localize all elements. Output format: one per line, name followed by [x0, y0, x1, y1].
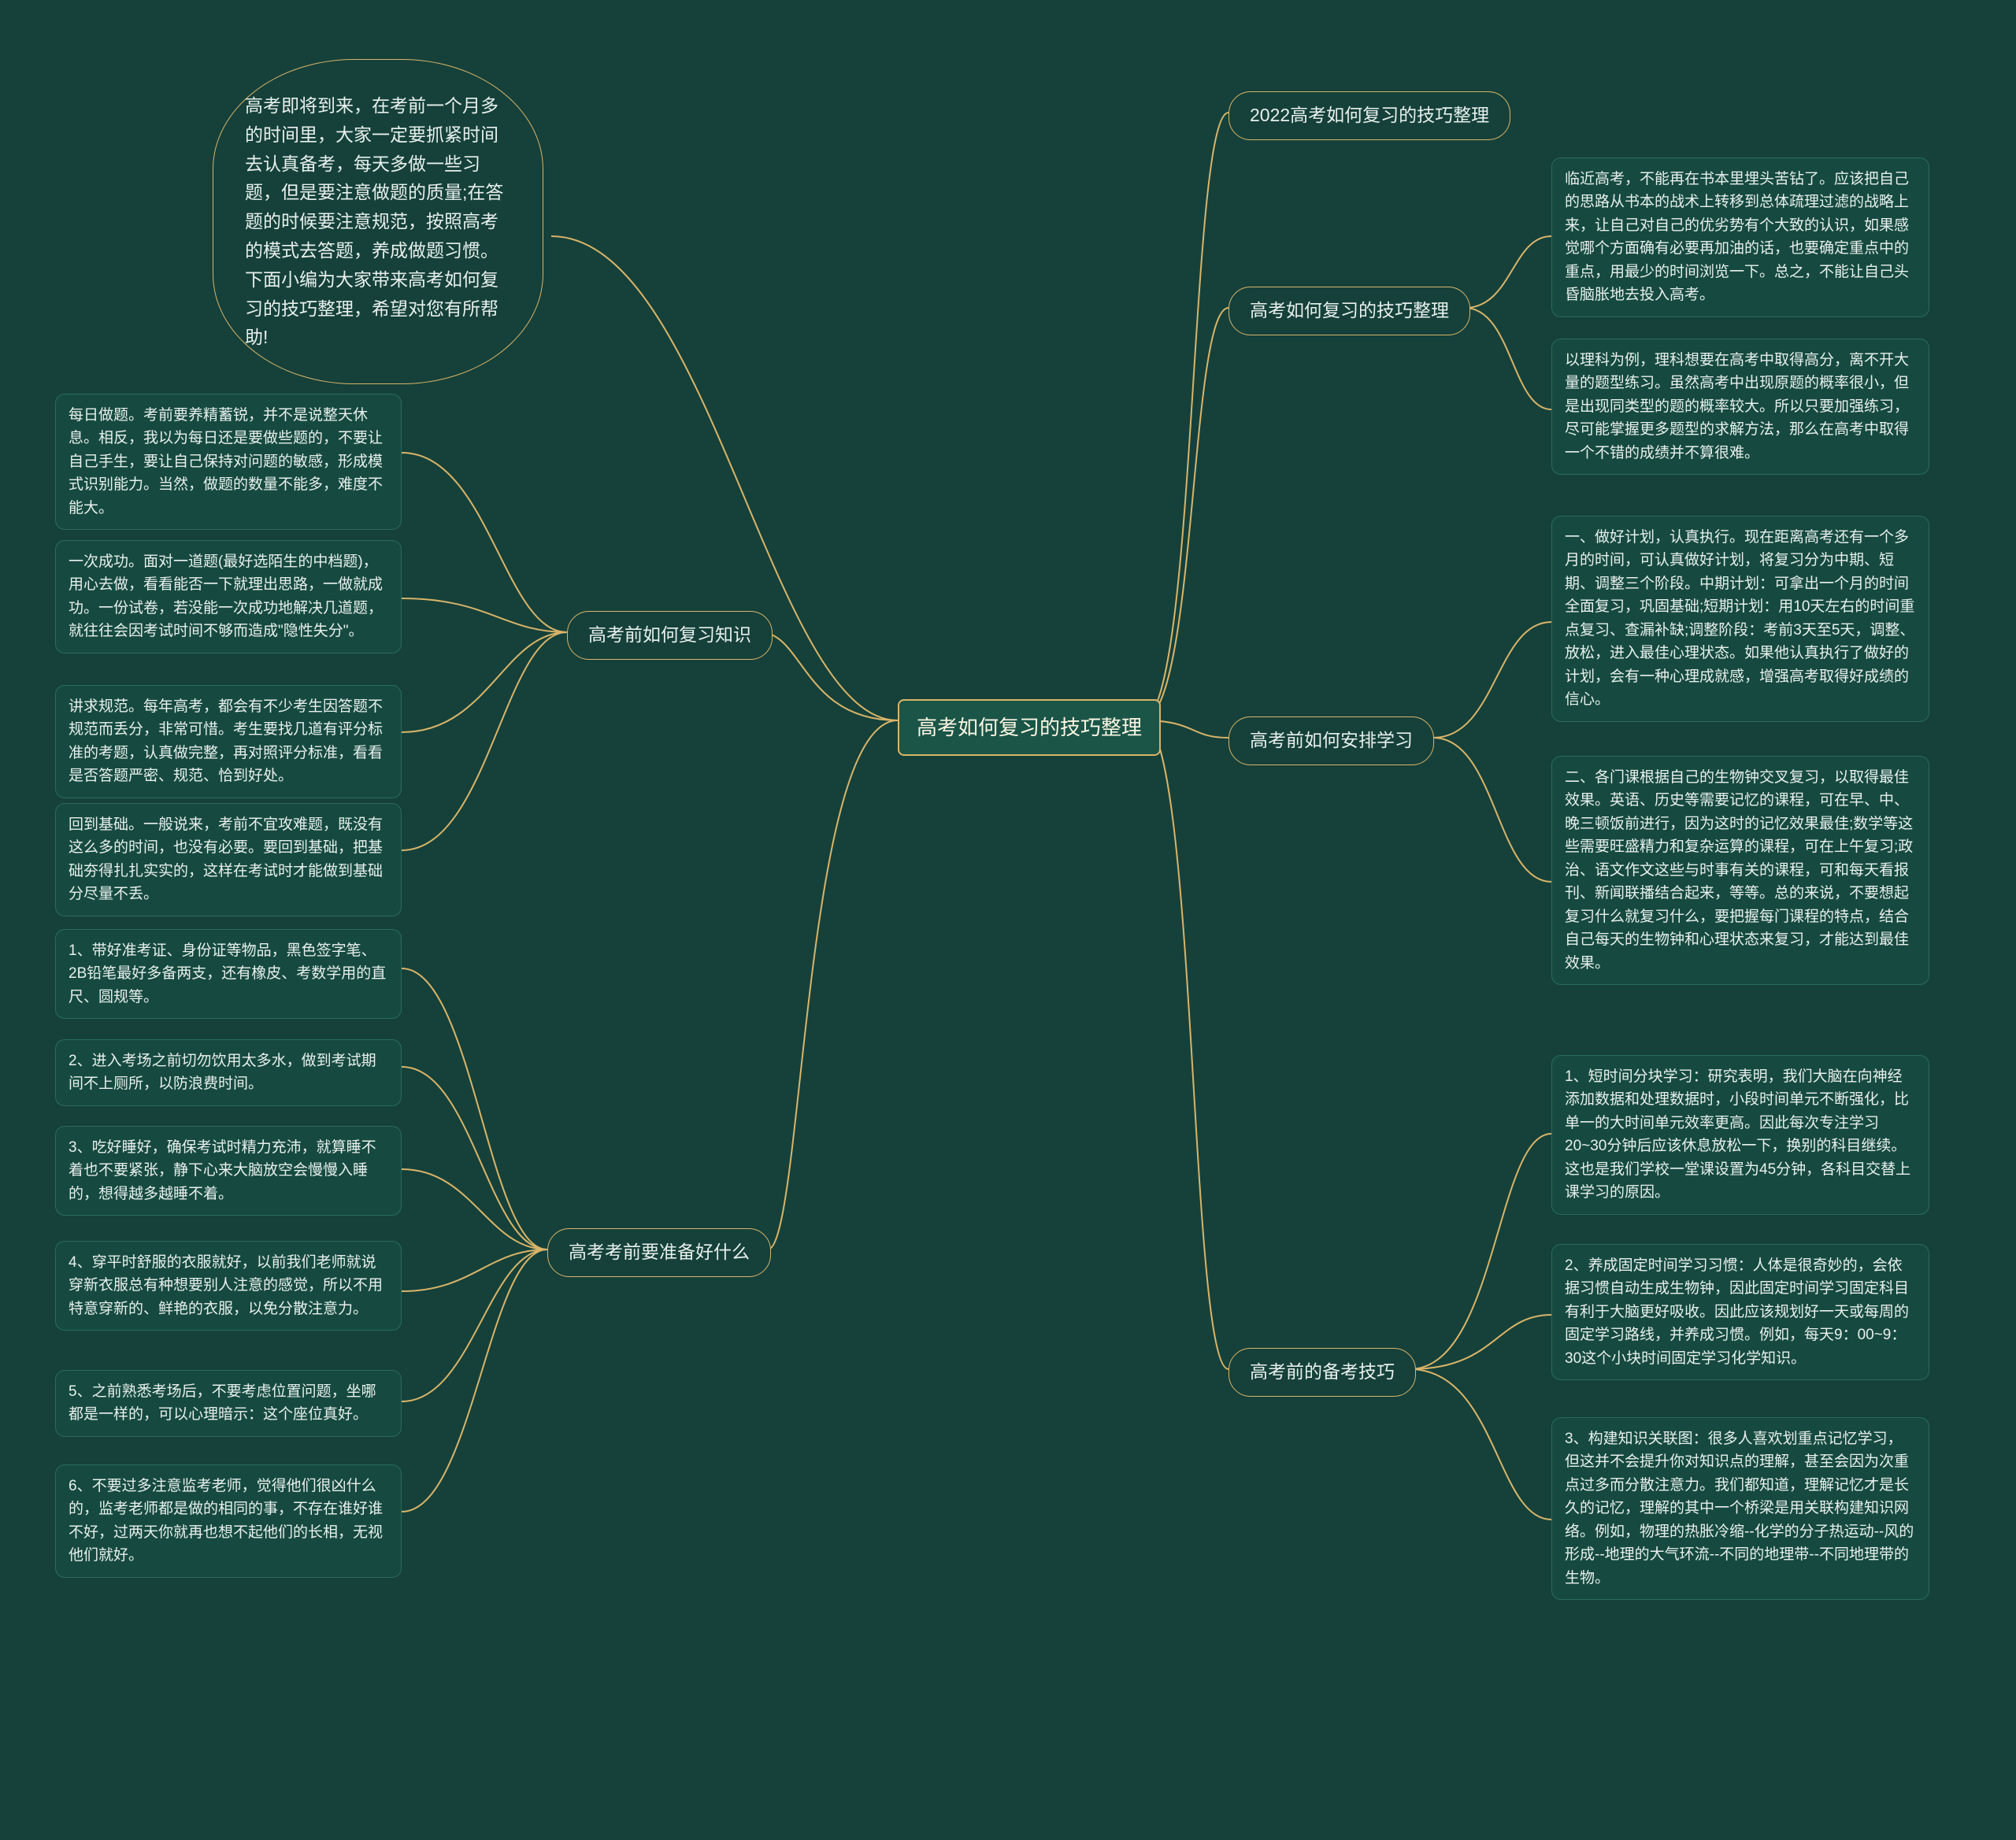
- leaf: 4、穿平时舒服的衣服就好，以前我们老师就说穿新衣服总有种想要别人注意的感觉，所以…: [55, 1241, 402, 1331]
- branch-arrange-study[interactable]: 高考前如何安排学习: [1228, 716, 1434, 765]
- leaf: 6、不要过多注意监考老师，觉得他们很凶什么的，监考老师都是做的相同的事，不存在谁…: [55, 1464, 402, 1578]
- leaf: 讲求规范。每年高考，都会有不少考生因答题不规范而丢分，非常可惜。考生要找几道有评…: [55, 685, 402, 798]
- leaf: 临近高考，不能再在书本里埋头苦钻了。应该把自己的思路从书本的战术上转移到总体疏理…: [1551, 157, 1929, 317]
- root-node[interactable]: 高考如何复习的技巧整理: [898, 699, 1161, 756]
- branch-review-knowledge[interactable]: 高考前如何复习知识: [567, 611, 773, 660]
- leaf: 一次成功。面对一道题(最好选陌生的中档题)，用心去做，看看能否一下就理出思路，一…: [55, 540, 402, 653]
- leaf: 以理科为例，理科想要在高考中取得高分，离不开大量的题型练习。虽然高考中出现原题的…: [1551, 339, 1929, 475]
- branch-prep-skills[interactable]: 高考前的备考技巧: [1228, 1348, 1416, 1397]
- branch-tips[interactable]: 高考如何复习的技巧整理: [1228, 287, 1470, 335]
- leaf: 回到基础。一般说来，考前不宜攻难题，既没有这么多的时间，也没有必要。要回到基础，…: [55, 803, 402, 916]
- leaf: 2、养成固定时间学习习惯：人体是很奇妙的，会依据习惯自动生成生物钟，因此固定时间…: [1551, 1244, 1929, 1380]
- branch-prepare[interactable]: 高考考前要准备好什么: [547, 1228, 771, 1277]
- leaf: 每日做题。考前要养精蓄锐，并不是说整天休息。相反，我以为每日还是要做些题的，不要…: [55, 394, 402, 530]
- branch-2022-tips[interactable]: 2022高考如何复习的技巧整理: [1228, 91, 1510, 140]
- leaf: 1、带好准考证、身份证等物品，黑色签字笔、2B铅笔最好多备两支，还有橡皮、考数学…: [55, 929, 402, 1019]
- leaf: 二、各门课根据自己的生物钟交叉复习，以取得最佳效果。英语、历史等需要记忆的课程，…: [1551, 756, 1929, 985]
- leaf: 5、之前熟悉考场后，不要考虑位置问题，坐哪都是一样的，可以心理暗示：这个座位真好…: [55, 1370, 402, 1437]
- leaf: 3、构建知识关联图：很多人喜欢划重点记忆学习，但这并不会提升你对知识点的理解，甚…: [1551, 1417, 1929, 1600]
- leaf: 一、做好计划，认真执行。现在距离高考还有一个多月的时间，可认真做好计划，将复习分…: [1551, 516, 1929, 722]
- leaf: 1、短时间分块学习：研究表明，我们大脑在向神经添加数据和处理数据时，小段时间单元…: [1551, 1055, 1929, 1215]
- intro-bubble: 高考即将到来，在考前一个月多的时间里，大家一定要抓紧时间去认真备考，每天多做一些…: [213, 59, 543, 384]
- leaf: 2、进入考场之前切勿饮用太多水，做到考试期间不上厕所，以防浪费时间。: [55, 1039, 402, 1106]
- leaf: 3、吃好睡好，确保考试时精力充沛，就算睡不着也不要紧张，静下心来大脑放空会慢慢入…: [55, 1126, 402, 1216]
